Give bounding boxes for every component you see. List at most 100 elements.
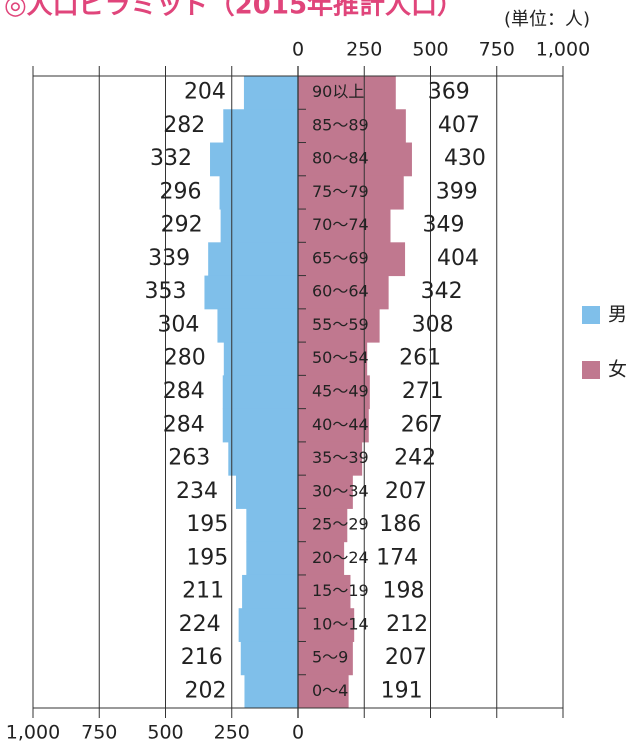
bar-male xyxy=(222,375,298,410)
value-label-female: 308 xyxy=(412,312,454,337)
value-label-male: 216 xyxy=(181,645,223,670)
legend-label: 女 xyxy=(608,359,627,381)
category-label: 70～74 xyxy=(312,215,369,234)
value-label-female: 261 xyxy=(399,346,441,371)
bar-male xyxy=(240,641,298,676)
unit-label: (単位：人) xyxy=(504,9,590,30)
category-label: 5～9 xyxy=(312,648,348,667)
x-tick-label-bottom: 750 xyxy=(81,722,117,744)
bar-female xyxy=(298,275,389,310)
value-label-male: 211 xyxy=(182,579,224,604)
bar-female xyxy=(298,242,406,277)
bar-female xyxy=(298,308,380,343)
x-tick-label-bottom: 250 xyxy=(214,722,250,744)
category-label: 60～64 xyxy=(312,282,369,301)
value-label-female: 207 xyxy=(385,479,427,504)
bar-male xyxy=(223,109,298,144)
value-label-female: 207 xyxy=(385,645,427,670)
value-label-female: 212 xyxy=(386,612,428,637)
category-label: 15～19 xyxy=(312,581,369,600)
value-label-female: 342 xyxy=(421,279,463,304)
x-tick-label-top: 250 xyxy=(346,39,382,61)
value-label-male: 195 xyxy=(186,512,228,537)
bar-female xyxy=(298,541,345,576)
value-label-male: 332 xyxy=(150,146,192,171)
category-label: 0～4 xyxy=(312,681,348,700)
legend-swatch xyxy=(582,306,600,324)
category-label: 30～34 xyxy=(312,481,369,500)
bar-male xyxy=(210,142,298,177)
category-label: 55～59 xyxy=(312,315,369,334)
bar-male xyxy=(217,308,298,343)
value-label-male: 263 xyxy=(168,446,210,471)
x-tick-label-bottom: 500 xyxy=(147,722,183,744)
chart-title: ◎人口ピラミッド（2015年推計人口） xyxy=(4,0,463,21)
bar-male xyxy=(222,408,298,443)
value-label-female: 369 xyxy=(428,80,470,105)
category-label: 45～49 xyxy=(312,382,369,401)
bar-male xyxy=(246,508,298,543)
bar-female xyxy=(298,441,363,476)
value-label-male: 284 xyxy=(163,412,205,437)
x-tick-label-top: 0 xyxy=(292,39,304,61)
value-label-male: 282 xyxy=(163,113,205,138)
value-label-female: 271 xyxy=(402,379,444,404)
value-label-male: 280 xyxy=(164,346,206,371)
value-label-female: 404 xyxy=(437,246,479,271)
bar-male xyxy=(244,674,298,709)
bar-female xyxy=(298,375,370,410)
value-label-female: 430 xyxy=(444,146,486,171)
bar-male xyxy=(219,175,298,210)
x-tick-label-bottom: 1,000 xyxy=(6,722,60,744)
legend-swatch xyxy=(582,361,600,379)
bar-male xyxy=(220,209,298,243)
bar-female xyxy=(298,175,404,210)
x-tick-label-bottom: 0 xyxy=(292,722,304,744)
category-label: 75～79 xyxy=(312,182,369,201)
bar-male xyxy=(246,541,298,576)
legend-label: 男 xyxy=(608,304,627,326)
bar-female xyxy=(298,608,355,642)
bar-male xyxy=(243,76,298,110)
category-label: 65～69 xyxy=(312,248,369,267)
value-label-female: 198 xyxy=(382,579,424,604)
value-label-female: 186 xyxy=(379,512,421,537)
value-label-female: 349 xyxy=(422,213,464,238)
x-tick-label-top: 750 xyxy=(479,39,515,61)
value-label-male: 353 xyxy=(144,279,186,304)
value-label-male: 195 xyxy=(186,545,228,570)
bar-female xyxy=(298,142,412,177)
value-label-female: 407 xyxy=(438,113,480,138)
bar-male xyxy=(223,342,298,376)
category-label: 25～29 xyxy=(312,515,369,534)
bar-male xyxy=(208,242,298,277)
bar-female xyxy=(298,574,351,609)
category-label: 85～89 xyxy=(312,115,369,134)
value-label-male: 284 xyxy=(163,379,205,404)
x-tick-label-top: 500 xyxy=(412,39,448,61)
category-label: 20～24 xyxy=(312,548,369,567)
value-label-male: 202 xyxy=(184,678,226,703)
value-label-male: 234 xyxy=(176,479,218,504)
bar-male xyxy=(204,275,298,310)
value-label-female: 191 xyxy=(381,678,423,703)
value-label-female: 174 xyxy=(376,545,418,570)
value-label-male: 224 xyxy=(179,612,221,637)
x-tick-label-top: 1,000 xyxy=(536,39,590,61)
category-label: 90以上 xyxy=(312,82,364,101)
bar-male xyxy=(228,441,298,476)
bar-female xyxy=(298,508,348,543)
bar-male xyxy=(238,608,298,642)
value-label-female: 399 xyxy=(436,179,478,204)
value-label-female: 267 xyxy=(401,412,443,437)
value-label-male: 296 xyxy=(160,179,202,204)
bar-male xyxy=(235,475,298,509)
category-label: 80～84 xyxy=(312,149,369,168)
value-label-male: 204 xyxy=(184,80,226,105)
bar-female xyxy=(298,76,396,110)
category-label: 40～44 xyxy=(312,415,369,434)
bar-male xyxy=(242,574,298,609)
bar-female xyxy=(298,408,369,443)
value-label-male: 339 xyxy=(148,246,190,271)
